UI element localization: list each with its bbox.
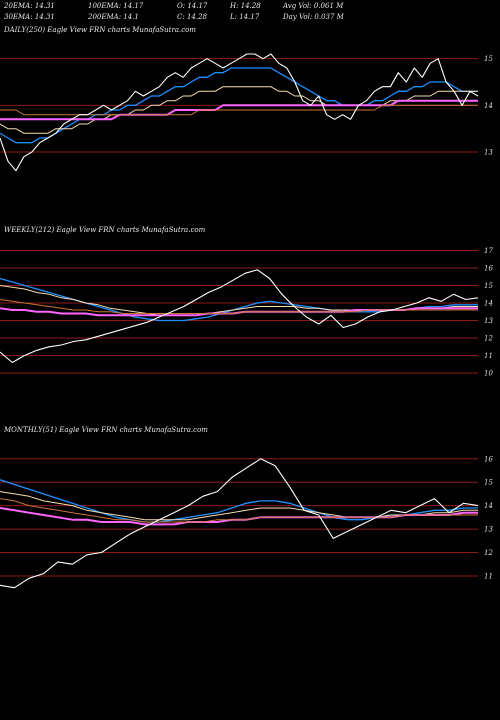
daily-y-tick-label: 13	[484, 149, 493, 157]
monthly-chart: 16 15 14 13 12 11	[0, 455, 493, 589]
daily-series-ema-long	[0, 99, 478, 121]
stat-ema100: 100EMA: 14.17	[88, 2, 144, 10]
daily-series-ema-vlong	[0, 104, 478, 116]
weekly-series-price	[0, 269, 479, 364]
weekly-y-tick-label: 14	[484, 300, 493, 308]
daily-chart: 15 14 13	[0, 53, 493, 172]
monthly-series-ema-long	[0, 507, 478, 526]
weekly-series-ema-vlong	[0, 299, 478, 314]
monthly-y-tick-label: 16	[484, 455, 493, 463]
monthly-y-tick-label: 12	[484, 549, 493, 557]
monthly-y-tick-label: 14	[484, 502, 493, 510]
stat-low: L: 14.17	[230, 13, 260, 21]
stat-avg-vol: Avg Vol: 0.061 M	[283, 2, 344, 10]
daily-chart-title: DAILY(250) Eagle View FRN charts MunafaS…	[4, 26, 197, 34]
monthly-series-ema-mid	[0, 491, 478, 521]
stat-ema30: 30EMA: 14.31	[4, 13, 55, 21]
weekly-y-tick-label: 16	[484, 265, 493, 273]
weekly-chart-title: WEEKLY(212) Eagle View FRN charts Munafa…	[4, 226, 206, 234]
weekly-series-ema-mid	[0, 285, 478, 316]
monthly-series-ema-vlong	[0, 498, 478, 523]
stat-day-vol: Day Vol: 0.037 M	[283, 13, 344, 21]
stat-ema200: 200EMA: 14.1	[88, 13, 139, 21]
monthly-series-price	[0, 458, 479, 589]
daily-series-price	[0, 53, 479, 172]
daily-y-tick-label: 14	[484, 102, 493, 110]
stat-open: O: 14.17	[177, 2, 208, 10]
monthly-y-tick-label: 15	[484, 479, 493, 487]
weekly-chart: 17 16 15 14 13 12 11 10	[0, 247, 493, 378]
weekly-y-tick-label: 11	[484, 352, 493, 360]
stat-close: C: 14.28	[177, 13, 207, 21]
monthly-y-tick-label: 13	[484, 526, 493, 534]
daily-y-tick-label: 15	[484, 55, 493, 63]
stat-ema20: 20EMA: 14.31	[4, 2, 55, 10]
weekly-y-tick-label: 10	[484, 370, 493, 378]
weekly-y-tick-label: 15	[484, 282, 493, 290]
monthly-chart-title: MONTHLY(51) Eagle View FRN charts Munafa…	[4, 426, 208, 434]
weekly-y-tick-label: 12	[484, 335, 493, 343]
weekly-y-tick-label: 17	[484, 247, 493, 255]
stat-high: H: 14.28	[230, 2, 261, 10]
weekly-y-tick-label: 13	[484, 317, 493, 325]
monthly-y-tick-label: 11	[484, 572, 493, 580]
